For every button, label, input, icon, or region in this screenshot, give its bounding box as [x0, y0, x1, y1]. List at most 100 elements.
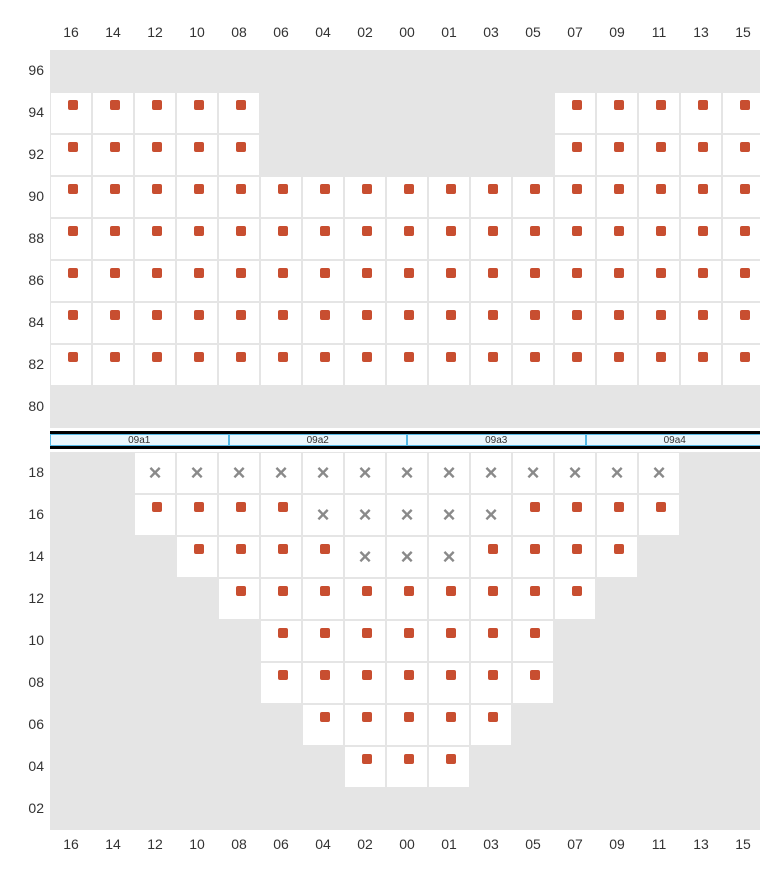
- cell[interactable]: [176, 260, 218, 302]
- cell[interactable]: [512, 176, 554, 218]
- cell[interactable]: [596, 218, 638, 260]
- cell[interactable]: [638, 260, 680, 302]
- cell[interactable]: [722, 344, 760, 386]
- cell[interactable]: [680, 134, 722, 176]
- cell[interactable]: [722, 260, 760, 302]
- cell[interactable]: [260, 344, 302, 386]
- cell[interactable]: [638, 494, 680, 536]
- cell[interactable]: [512, 494, 554, 536]
- cell[interactable]: [386, 578, 428, 620]
- cell[interactable]: [470, 704, 512, 746]
- cell[interactable]: [638, 302, 680, 344]
- cell[interactable]: [218, 176, 260, 218]
- cell[interactable]: [428, 620, 470, 662]
- cell[interactable]: [596, 494, 638, 536]
- cell[interactable]: [512, 620, 554, 662]
- cell[interactable]: [596, 344, 638, 386]
- cell[interactable]: [92, 218, 134, 260]
- cell[interactable]: [470, 578, 512, 620]
- cell[interactable]: [260, 662, 302, 704]
- cell[interactable]: [134, 494, 176, 536]
- cell[interactable]: [638, 344, 680, 386]
- cell[interactable]: [134, 260, 176, 302]
- cell[interactable]: [176, 92, 218, 134]
- cell[interactable]: [134, 344, 176, 386]
- cell[interactable]: [344, 344, 386, 386]
- cell[interactable]: [554, 92, 596, 134]
- cell[interactable]: [512, 662, 554, 704]
- cell[interactable]: [596, 134, 638, 176]
- cell[interactable]: [428, 302, 470, 344]
- cell[interactable]: [680, 260, 722, 302]
- cell[interactable]: [344, 260, 386, 302]
- cell[interactable]: [50, 134, 92, 176]
- cell[interactable]: [554, 494, 596, 536]
- cell[interactable]: [596, 536, 638, 578]
- cell[interactable]: [344, 578, 386, 620]
- cell[interactable]: [176, 536, 218, 578]
- cell[interactable]: [470, 260, 512, 302]
- cell[interactable]: [134, 302, 176, 344]
- cell[interactable]: [386, 704, 428, 746]
- cell[interactable]: [260, 260, 302, 302]
- cell[interactable]: [92, 344, 134, 386]
- cell[interactable]: [92, 92, 134, 134]
- cell[interactable]: [386, 260, 428, 302]
- cell[interactable]: [260, 176, 302, 218]
- cell[interactable]: [302, 344, 344, 386]
- cell[interactable]: [428, 746, 470, 788]
- cell[interactable]: [470, 536, 512, 578]
- cell[interactable]: [50, 176, 92, 218]
- cell[interactable]: [554, 218, 596, 260]
- cell[interactable]: [50, 218, 92, 260]
- cell[interactable]: [680, 218, 722, 260]
- cell[interactable]: [260, 494, 302, 536]
- cell[interactable]: [92, 176, 134, 218]
- cell[interactable]: [554, 302, 596, 344]
- cell[interactable]: [386, 344, 428, 386]
- cell[interactable]: [218, 218, 260, 260]
- cell[interactable]: [470, 344, 512, 386]
- cell[interactable]: [260, 536, 302, 578]
- cell[interactable]: [386, 218, 428, 260]
- cell[interactable]: [596, 92, 638, 134]
- cell[interactable]: [428, 176, 470, 218]
- cell[interactable]: [218, 134, 260, 176]
- cell[interactable]: [344, 176, 386, 218]
- cell[interactable]: [218, 260, 260, 302]
- cell[interactable]: [680, 344, 722, 386]
- cell[interactable]: [470, 302, 512, 344]
- cell[interactable]: [596, 260, 638, 302]
- cell[interactable]: [680, 302, 722, 344]
- cell[interactable]: [554, 536, 596, 578]
- cell[interactable]: [722, 92, 760, 134]
- cell[interactable]: [344, 662, 386, 704]
- cell[interactable]: [134, 92, 176, 134]
- cell[interactable]: [344, 746, 386, 788]
- cell[interactable]: [638, 176, 680, 218]
- cell[interactable]: [50, 302, 92, 344]
- cell[interactable]: [302, 662, 344, 704]
- cell[interactable]: [386, 620, 428, 662]
- cell[interactable]: [512, 260, 554, 302]
- cell[interactable]: [134, 134, 176, 176]
- cell[interactable]: [722, 302, 760, 344]
- cell[interactable]: [302, 536, 344, 578]
- section-segment[interactable]: 09a4: [586, 434, 760, 446]
- cell[interactable]: [470, 176, 512, 218]
- cell[interactable]: [554, 578, 596, 620]
- cell[interactable]: [176, 302, 218, 344]
- cell[interactable]: [50, 92, 92, 134]
- cell[interactable]: [512, 536, 554, 578]
- cell[interactable]: [596, 176, 638, 218]
- cell[interactable]: [722, 134, 760, 176]
- cell[interactable]: [218, 536, 260, 578]
- cell[interactable]: [680, 176, 722, 218]
- cell[interactable]: [386, 302, 428, 344]
- cell[interactable]: [512, 218, 554, 260]
- cell[interactable]: [428, 662, 470, 704]
- cell[interactable]: [92, 134, 134, 176]
- cell[interactable]: [428, 260, 470, 302]
- cell[interactable]: [428, 578, 470, 620]
- cell[interactable]: [92, 302, 134, 344]
